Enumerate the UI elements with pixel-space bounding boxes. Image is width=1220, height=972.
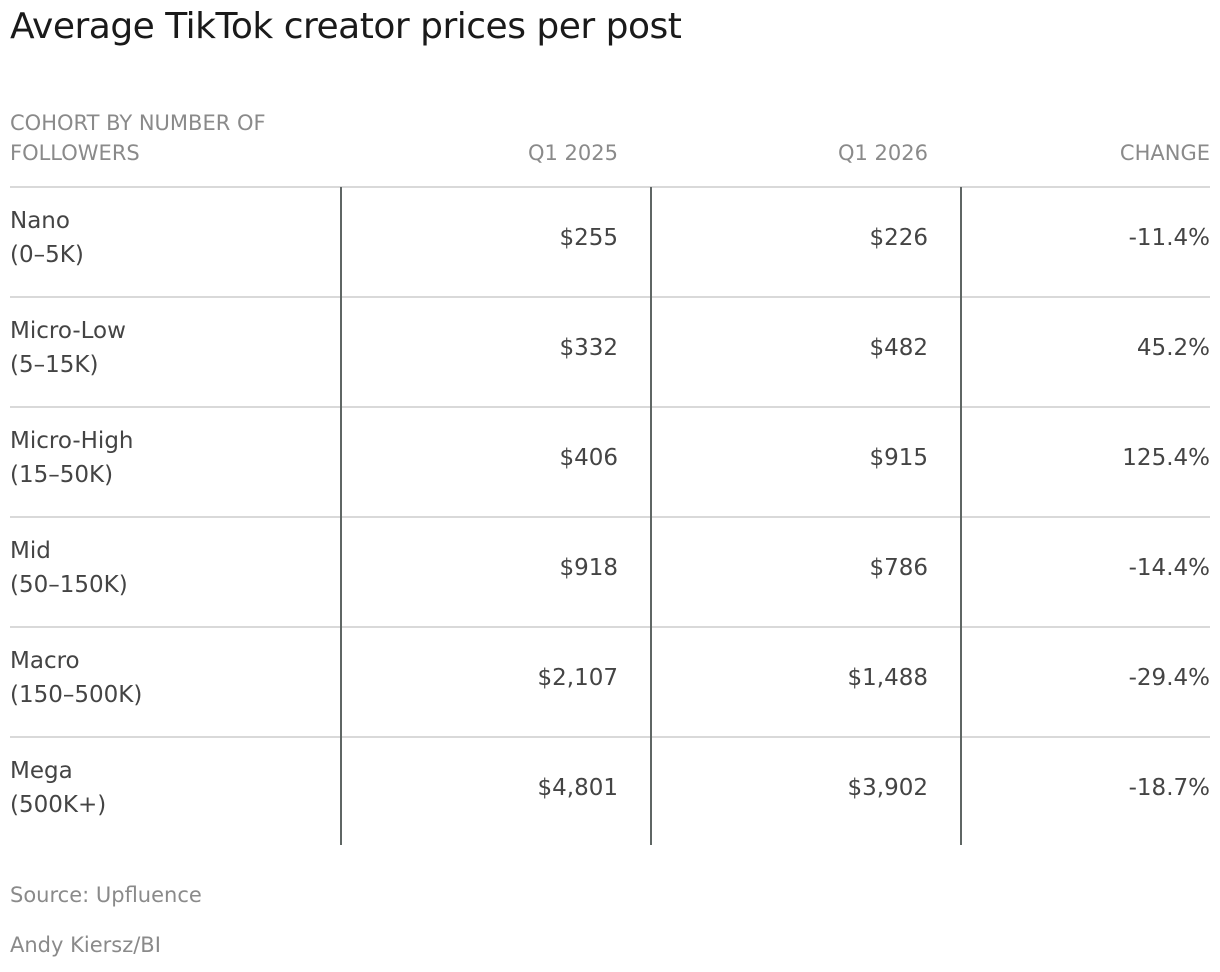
cohort-name: Nano [10, 208, 70, 234]
column-divider [340, 187, 342, 845]
table-cell: $4,801 [537, 775, 618, 801]
table-cell: $1,488 [847, 665, 928, 691]
table-cell: $2,107 [537, 665, 618, 691]
cohort-name: Macro [10, 648, 80, 674]
row-rule [10, 736, 1210, 738]
table-cell: $226 [869, 225, 928, 251]
row-rule [10, 626, 1210, 628]
table-cell: 125.4% [1122, 445, 1210, 471]
table-cell: -18.7% [1128, 775, 1210, 801]
cohort-range: (50–150K) [10, 572, 128, 598]
column-header: COHORT BY NUMBER OF FOLLOWERS [10, 111, 266, 165]
column-header: Q1 2025 [527, 141, 618, 165]
row-rule [10, 406, 1210, 408]
table-cell: -29.4% [1128, 665, 1210, 691]
column-divider [650, 187, 652, 845]
table-cell: $918 [559, 555, 618, 581]
table-cell: $332 [559, 335, 618, 361]
table-cell: $786 [869, 555, 928, 581]
table-cell: 45.2% [1136, 335, 1210, 361]
table-cell: $915 [869, 445, 928, 471]
cohort-range: (150–500K) [10, 682, 143, 708]
cohort-name: Micro-Low [10, 318, 126, 344]
table-cell: -11.4% [1128, 225, 1210, 251]
title: Average TikTok creator prices per post [10, 6, 682, 47]
credit: Andy Kiersz/BI [10, 933, 161, 957]
table-cell: $482 [869, 335, 928, 361]
column-header: CHANGE [1119, 141, 1210, 165]
row-rule [10, 516, 1210, 518]
cohort-range: (5–15K) [10, 352, 99, 378]
table-cell: $3,902 [847, 775, 928, 801]
table-cell: $255 [559, 225, 618, 251]
header-rule [10, 186, 1210, 188]
cohort-range: (500K+) [10, 792, 107, 818]
row-rule [10, 296, 1210, 298]
cohort-range: (0–5K) [10, 242, 84, 268]
cohort-name: Micro-High [10, 428, 134, 454]
cohort-range: (15–50K) [10, 462, 114, 488]
table-cell: -14.4% [1128, 555, 1210, 581]
cohort-name: Mega [10, 758, 73, 784]
cohort-name: Mid [10, 538, 51, 564]
column-header: Q1 2026 [837, 141, 928, 165]
table-cell: $406 [559, 445, 618, 471]
column-divider [960, 187, 962, 845]
source: Source: Upfluence [10, 883, 202, 907]
